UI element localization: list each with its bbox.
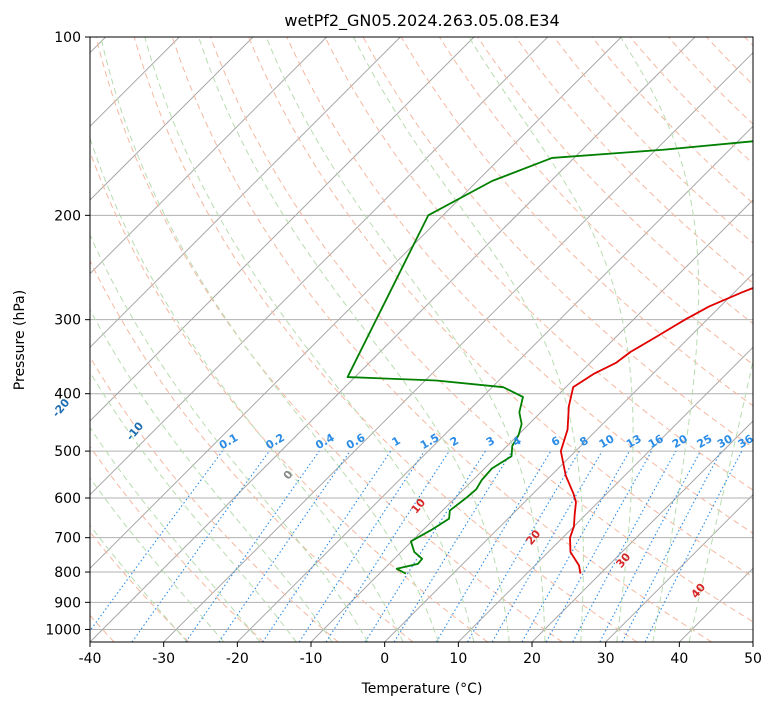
moist-adiabat — [144, 37, 475, 642]
y-axis: 100 200 300 400 500 600 700 800 900 1000 — [45, 30, 90, 638]
x-tick-label: 50 — [744, 651, 762, 667]
moist-adiabat — [353, 37, 584, 642]
y-tick-label: 100 — [54, 30, 81, 46]
profile-line-1 — [559, 287, 753, 574]
mixing-ratio-line — [262, 450, 392, 642]
plot-frame — [89, 36, 754, 643]
y-tick-label: 800 — [54, 565, 81, 581]
dry-adiabat — [90, 356, 339, 642]
x-tick-label: 40 — [670, 651, 688, 667]
mixing-ratio-line — [644, 450, 743, 642]
chart-title: wetPf2_GN05.2024.263.05.08.E34 — [284, 11, 559, 31]
x-axis-label: Temperature (°C) — [361, 681, 483, 697]
x-tick-label: 30 — [597, 651, 615, 667]
dry-adiabat — [90, 445, 264, 642]
x-tick-label: 0 — [380, 651, 389, 667]
mixing-ratio-line — [572, 450, 677, 642]
moist-adiabat — [90, 136, 404, 642]
x-tick-label: 10 — [449, 651, 467, 667]
moist-adiabat — [265, 37, 546, 642]
series-lines — [346, 140, 753, 575]
x-tick-label: -30 — [152, 651, 175, 667]
dry-adiabat — [95, 37, 563, 642]
moist-adiabat — [90, 426, 261, 642]
dry-adiabat — [171, 37, 712, 642]
x-tick-label: -20 — [226, 651, 249, 667]
y-tick-label: 400 — [54, 387, 81, 403]
mixing-ratio-line — [393, 450, 513, 642]
mixing-ratio-line — [545, 450, 653, 642]
y-tick-label: 300 — [54, 313, 81, 329]
mixing-ratio-line — [521, 450, 630, 642]
plot-area — [90, 37, 753, 642]
y-tick-label: 200 — [54, 208, 81, 224]
y-tick-label: 500 — [54, 444, 81, 460]
moist-adiabat — [90, 524, 188, 642]
dry-adiabat — [286, 37, 753, 534]
moist-adiabat — [688, 358, 753, 642]
dry-adiabat — [324, 37, 753, 491]
moist-adiabat — [90, 308, 333, 642]
isotherm — [531, 420, 753, 642]
y-tick-label: 1000 — [45, 622, 81, 638]
isotherm — [90, 37, 696, 642]
y-axis-label: Pressure (hPa) — [12, 290, 28, 390]
isotherm — [236, 125, 753, 642]
y-tick-label: 900 — [54, 595, 81, 611]
isotherm — [90, 37, 401, 349]
isotherm — [457, 346, 753, 642]
dry-adiabat — [248, 37, 753, 578]
dry-adiabat — [515, 37, 753, 284]
isotherm — [163, 51, 753, 642]
x-tick-label: -40 — [79, 651, 102, 667]
y-tick-label: 700 — [54, 531, 81, 547]
mixing-ratio-line — [90, 450, 223, 632]
isotherm — [384, 272, 753, 642]
mixing-ratio-line — [131, 450, 270, 642]
moist-adiabat — [90, 233, 369, 642]
dry-adiabat — [133, 37, 638, 642]
isotherm — [90, 37, 328, 275]
isotherm — [90, 37, 622, 570]
isotherm — [90, 37, 254, 201]
mixing-ratio-line — [298, 450, 425, 642]
mixing-ratio-line — [325, 450, 450, 642]
moist-adiabat — [198, 37, 510, 642]
dry-adiabat — [210, 37, 753, 623]
y-tick-label: 600 — [54, 491, 81, 507]
isotherm — [90, 37, 475, 422]
isotherm — [90, 37, 549, 496]
moist-adiabat — [90, 477, 225, 642]
mixing-ratio-line — [218, 450, 351, 642]
x-axis: -40 -30 -20 -10 0 10 20 30 40 50 — [79, 642, 762, 667]
mixing-ratio-line — [185, 450, 320, 642]
isotherm — [605, 493, 753, 642]
x-tick-label: 20 — [523, 651, 541, 667]
dry-adiabat — [90, 259, 414, 642]
moist-adiabat — [100, 37, 439, 642]
x-tick-label: -10 — [300, 651, 323, 667]
profile-line-2 — [346, 140, 753, 575]
moist-adiabat — [620, 37, 700, 642]
moist-adiabat — [90, 371, 297, 642]
